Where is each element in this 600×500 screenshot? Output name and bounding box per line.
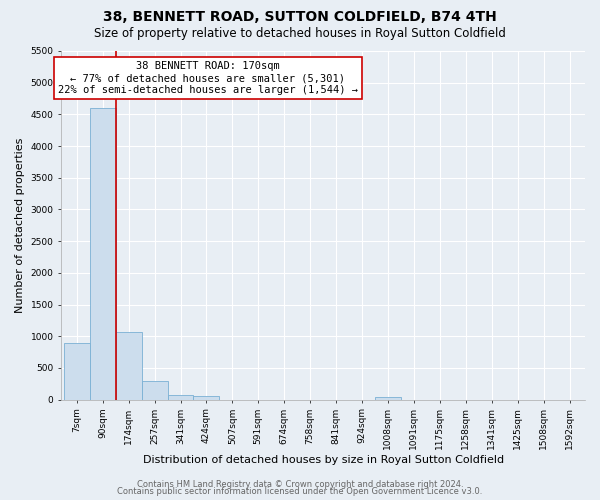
Bar bbox=[375, 396, 401, 400]
Bar bbox=[142, 382, 167, 400]
Bar bbox=[116, 332, 142, 400]
Bar bbox=[64, 342, 89, 400]
Bar bbox=[89, 108, 116, 400]
Text: 38, BENNETT ROAD, SUTTON COLDFIELD, B74 4TH: 38, BENNETT ROAD, SUTTON COLDFIELD, B74 … bbox=[103, 10, 497, 24]
Text: Contains HM Land Registry data © Crown copyright and database right 2024.: Contains HM Land Registry data © Crown c… bbox=[137, 480, 463, 489]
Text: 38 BENNETT ROAD: 170sqm
← 77% of detached houses are smaller (5,301)
22% of semi: 38 BENNETT ROAD: 170sqm ← 77% of detache… bbox=[58, 62, 358, 94]
Text: Size of property relative to detached houses in Royal Sutton Coldfield: Size of property relative to detached ho… bbox=[94, 28, 506, 40]
Y-axis label: Number of detached properties: Number of detached properties bbox=[15, 138, 25, 313]
Text: Contains public sector information licensed under the Open Government Licence v3: Contains public sector information licen… bbox=[118, 487, 482, 496]
Bar bbox=[167, 394, 193, 400]
X-axis label: Distribution of detached houses by size in Royal Sutton Coldfield: Distribution of detached houses by size … bbox=[143, 455, 503, 465]
Bar bbox=[193, 396, 219, 400]
